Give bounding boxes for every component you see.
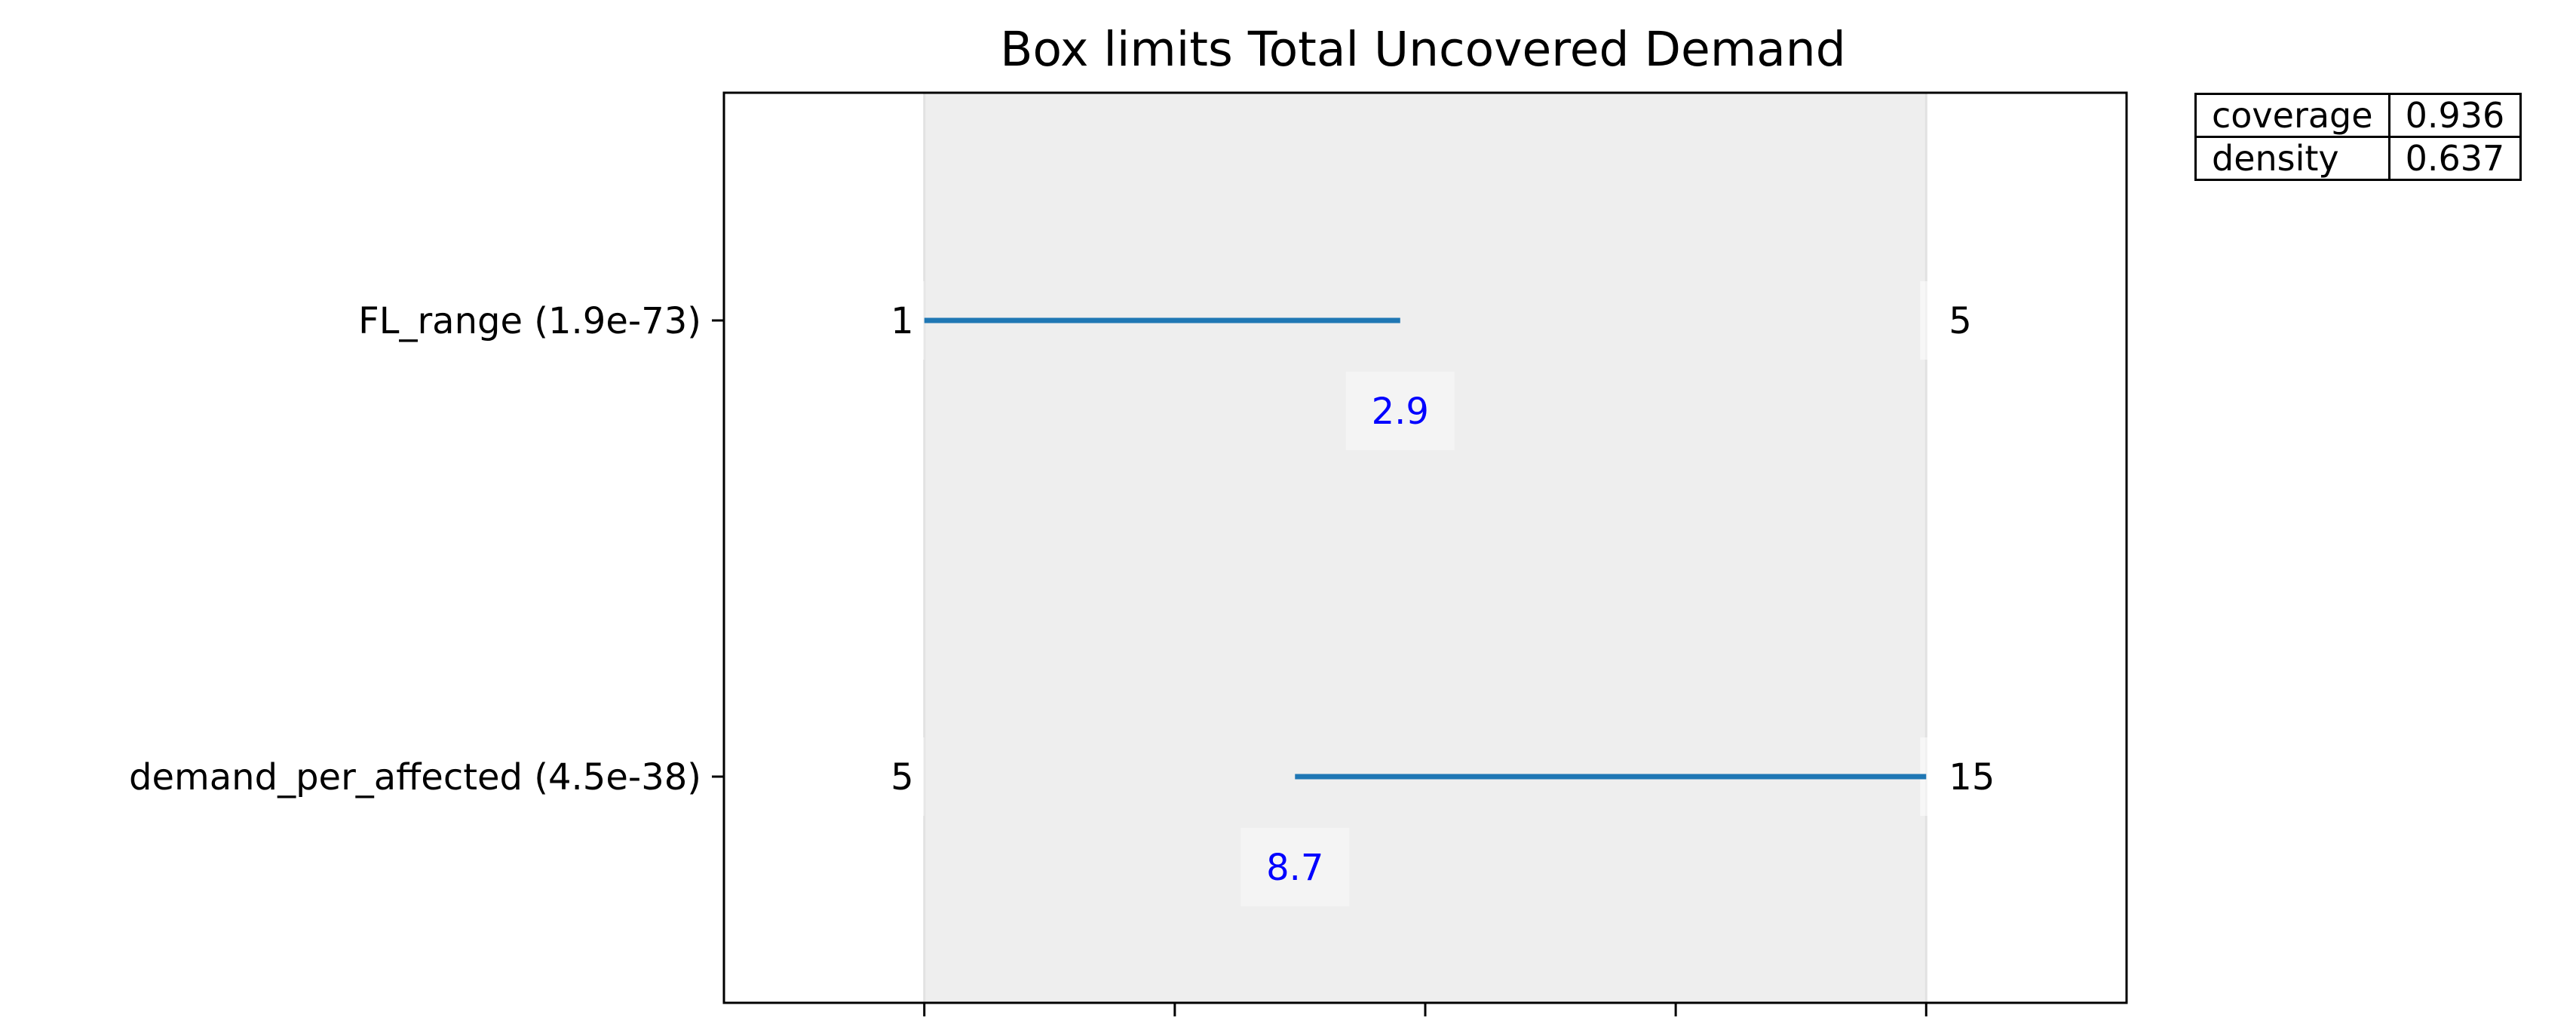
range-max-box bbox=[1920, 281, 1960, 360]
range-max-box bbox=[1920, 737, 1983, 816]
value-label-box bbox=[1345, 372, 1455, 450]
range-max-label: 15 bbox=[1949, 756, 1995, 798]
stats-value: 0.936 bbox=[2387, 93, 2522, 138]
range-max-label: 5 bbox=[1949, 300, 1972, 342]
row-label: FL_range (1.9e-73) bbox=[358, 300, 701, 342]
stats-name: coverage bbox=[2194, 93, 2390, 138]
stats-table: coverage 0.936 density 0.637 bbox=[2194, 93, 2522, 181]
range-min-label: 5 bbox=[891, 756, 914, 798]
stats-name: density bbox=[2194, 136, 2390, 181]
stats-value: 0.637 bbox=[2387, 136, 2522, 181]
value-label: 8.7 bbox=[1266, 847, 1323, 889]
stats-row-density: density 0.637 bbox=[2194, 136, 2522, 181]
row-label: demand_per_affected (4.5e-38) bbox=[129, 756, 701, 798]
range-min-box bbox=[879, 281, 925, 360]
value-label: 2.9 bbox=[1372, 391, 1429, 433]
range-min-label: 1 bbox=[891, 300, 914, 342]
value-label-box bbox=[1240, 828, 1350, 906]
range-min-box bbox=[879, 737, 925, 816]
stats-row-coverage: coverage 0.936 bbox=[2194, 93, 2522, 138]
chart-title: Box limits Total Uncovered Demand bbox=[1000, 22, 1845, 77]
plot-area: FL_range (1.9e-73) 1 52.9demand_per_affect… bbox=[129, 91, 2128, 1016]
limits-band bbox=[924, 93, 1927, 1003]
